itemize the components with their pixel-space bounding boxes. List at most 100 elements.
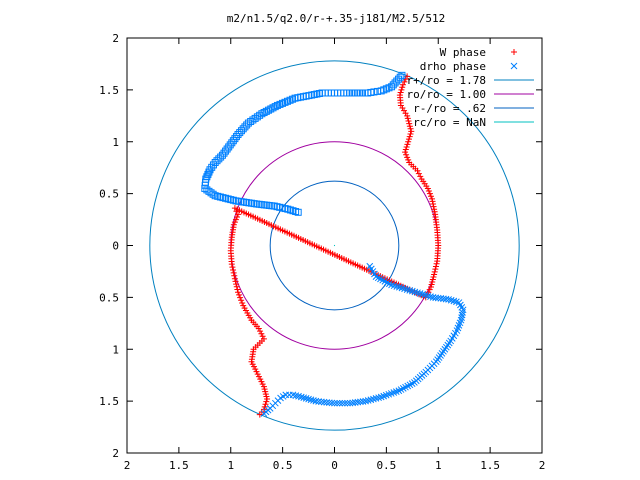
data-point (401, 78, 408, 85)
data-point (267, 105, 275, 113)
data-point (405, 136, 412, 143)
data-point (372, 395, 380, 402)
data-point (405, 138, 412, 145)
data-point (302, 395, 310, 402)
data-point (233, 213, 240, 220)
x-tick-label: 1.5 (169, 459, 189, 472)
data-point (417, 173, 424, 180)
data-point (425, 188, 432, 195)
data-point (255, 325, 262, 332)
data-point (300, 394, 308, 402)
data-point (426, 286, 433, 293)
data-point (231, 272, 238, 279)
data-point (263, 398, 270, 405)
data-point (269, 104, 277, 112)
data-point (305, 395, 312, 403)
series-2 (201, 71, 406, 216)
x-tick-label: 2 (539, 459, 546, 472)
data-point (414, 167, 421, 174)
data-point (429, 198, 436, 205)
data-point (217, 153, 225, 161)
y-tick-label: 2 (112, 447, 119, 460)
x-tick-label: 1 (435, 459, 442, 472)
data-point (271, 103, 279, 111)
data-point (262, 107, 270, 115)
x-tick-label: 0.5 (376, 459, 396, 472)
data-point (206, 166, 214, 174)
data-point (403, 151, 410, 158)
data-point (229, 264, 236, 271)
data-point (261, 403, 268, 410)
data-point (364, 397, 372, 404)
data-point (203, 173, 211, 181)
center-dot (333, 244, 336, 247)
data-point (349, 399, 357, 407)
legend-marker (510, 62, 518, 70)
data-point (427, 193, 434, 200)
data-point (333, 399, 341, 407)
data-point (264, 396, 271, 403)
x-tick-label: 0 (331, 459, 338, 472)
data-point (402, 76, 409, 83)
axis-ticks: 2 1.5 1 0.5 0 0.5 1 1.5 221.510.500.511.52 (99, 32, 545, 472)
x-tick-label: 2 (124, 459, 131, 472)
data-point (233, 208, 240, 215)
data-point (397, 89, 404, 96)
data-point (406, 133, 413, 140)
data-point (431, 268, 438, 275)
data-point (231, 219, 238, 226)
series-1 (260, 262, 467, 417)
data-point (431, 206, 438, 213)
data-point (458, 311, 466, 319)
data-point (459, 306, 467, 314)
data-point (404, 141, 411, 148)
data-point (236, 291, 243, 298)
data-point (377, 87, 385, 95)
data-point (260, 410, 268, 417)
y-tick-label: 1.5 (99, 84, 119, 97)
data-point (235, 211, 242, 218)
data-point (259, 333, 266, 340)
y-tick-label: 0 (112, 240, 119, 253)
data-point (239, 299, 246, 306)
data-point (232, 216, 239, 223)
data-point (218, 151, 226, 159)
data-point (405, 118, 412, 124)
data-point (310, 397, 317, 404)
y-tick-label: 0.5 (99, 291, 119, 304)
data-point (431, 208, 438, 215)
data-point (294, 208, 302, 216)
data-point (404, 112, 411, 119)
data-point (228, 261, 235, 268)
data-point (344, 399, 351, 407)
data-point (399, 81, 406, 88)
data-point (346, 399, 354, 407)
data-point (415, 170, 422, 177)
data-point (312, 397, 320, 405)
data-point (233, 281, 240, 288)
data-point (429, 195, 436, 202)
data-point (205, 168, 213, 176)
data-point (404, 115, 411, 122)
data-point (232, 278, 239, 285)
x-tick-label: 0.5 (273, 459, 293, 472)
legend-label: W phase (440, 46, 486, 59)
reference-circle-2 (269, 180, 400, 311)
data-point (320, 398, 328, 406)
data-point (235, 289, 242, 296)
data-point (338, 399, 346, 407)
data-point (233, 283, 240, 290)
data-point (402, 146, 409, 153)
data-point (204, 170, 212, 178)
data-point (273, 101, 281, 109)
data-point (407, 130, 414, 137)
data-point (231, 205, 238, 212)
legend-label: r+/ro = 1.78 (407, 74, 486, 87)
data-point (408, 128, 415, 135)
legend-marker (511, 49, 517, 55)
data-point (367, 396, 375, 404)
data-point (209, 190, 217, 198)
data-point (231, 275, 238, 282)
